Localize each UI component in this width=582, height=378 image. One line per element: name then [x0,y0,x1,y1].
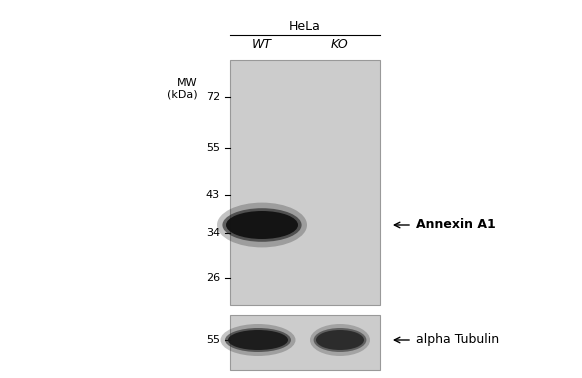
Text: 72: 72 [206,92,220,102]
Text: Annexin A1: Annexin A1 [416,218,496,231]
Text: alpha Tubulin: alpha Tubulin [416,333,499,347]
Text: 26: 26 [206,273,220,283]
Ellipse shape [222,208,301,242]
Ellipse shape [221,324,296,356]
Bar [230,315,380,370]
Bar [230,60,380,305]
Text: 55: 55 [206,335,220,345]
Ellipse shape [217,203,307,247]
Text: HeLa: HeLa [289,20,321,33]
Ellipse shape [225,328,291,352]
Text: WT: WT [252,38,272,51]
Text: 55: 55 [206,143,220,153]
Text: KO: KO [331,38,349,51]
Ellipse shape [228,330,288,350]
Ellipse shape [316,330,364,350]
Text: MW
(kDa): MW (kDa) [168,78,198,99]
Text: 34: 34 [206,228,220,238]
Ellipse shape [314,328,367,352]
Ellipse shape [226,211,298,239]
Text: 43: 43 [206,190,220,200]
Ellipse shape [310,324,370,356]
